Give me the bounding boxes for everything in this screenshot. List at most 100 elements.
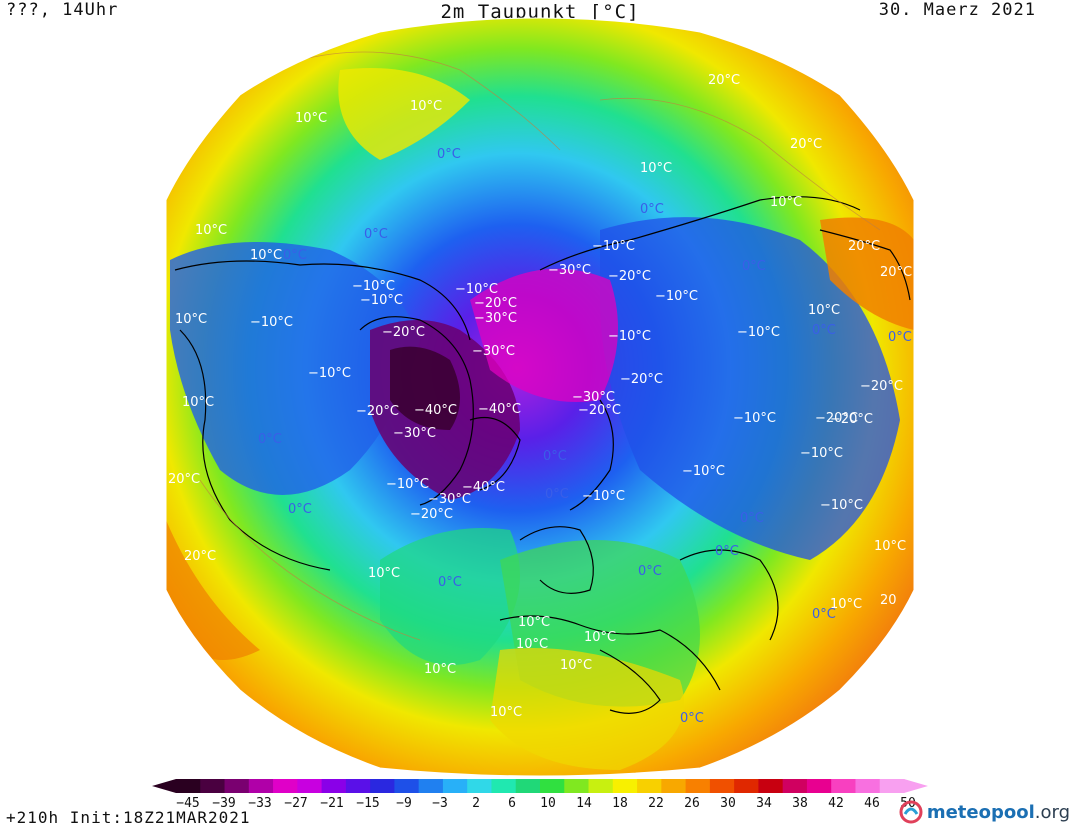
legend-tick-label: −3: [432, 796, 448, 811]
legend-tick-label: −39: [212, 796, 236, 811]
legend-cell: [758, 779, 784, 793]
legend-cell: [782, 779, 808, 793]
contour-label: 10°C: [410, 99, 443, 114]
legend-tick-label: 42: [828, 796, 844, 811]
zero-contour-label: 0°C: [742, 259, 766, 274]
legend-cell: [370, 779, 395, 793]
zero-contour-label: 0°C: [258, 432, 282, 447]
contour-label: 10°C: [295, 111, 328, 126]
legend-cell: [564, 779, 590, 793]
contour-label: −10°C: [592, 239, 636, 254]
contour-label: 20: [880, 593, 897, 608]
meteopool-logo[interactable]: meteopool.org: [899, 800, 1070, 824]
logo-tld: .org: [1034, 801, 1070, 823]
zero-contour-label: 0°C: [545, 487, 569, 502]
contour-lines: [199, 51, 881, 641]
legend-tick-label: 34: [756, 796, 772, 811]
map-title: 2m Taupunkt [°C]: [440, 1, 640, 23]
legend-cell: [831, 779, 857, 793]
zero-contour-label: 0°C: [543, 449, 567, 464]
legend-cell: [176, 779, 201, 793]
legend-cell: [540, 779, 565, 793]
logo-main: meteopool: [926, 801, 1035, 823]
greenland-deep-core: [390, 346, 460, 430]
legend-tick-label: 22: [648, 796, 664, 811]
legend-tick-label: 2: [472, 796, 480, 811]
legend-cell: [612, 779, 638, 793]
run-time-label: ???, 14Uhr: [6, 0, 119, 20]
zero-contour-label: 0°C: [740, 511, 764, 526]
zero-contour-label: 0°C: [812, 607, 836, 622]
contour-label: −40°C: [478, 402, 522, 417]
contour-label: 10°C: [770, 195, 803, 210]
legend-cell: [467, 779, 493, 793]
siberia-blue: [600, 217, 900, 560]
contour-label: −10°C: [682, 464, 726, 479]
legend-tick-label: 26: [684, 796, 700, 811]
zero-contour-label: 0°C: [888, 330, 912, 345]
contour-label: −10°C: [455, 282, 499, 297]
zero-contour-label: 0°C: [364, 227, 388, 242]
contour-label: 10°C: [195, 223, 228, 238]
contour-label: −20°C: [578, 403, 622, 418]
contour-label: −10°C: [308, 366, 352, 381]
contour-label: −10°C: [250, 315, 294, 330]
zero-contour-label: 0°C: [438, 575, 462, 590]
map-border: [165, 17, 915, 777]
contour-label: 20°C: [848, 239, 881, 254]
india-orange: [820, 217, 914, 330]
legend-cell: [709, 779, 735, 793]
legend-tick-label: 10: [540, 796, 556, 811]
contour-label: −20°C: [356, 404, 400, 419]
contour-label: −10°C: [608, 329, 652, 344]
map-field: [166, 18, 914, 776]
legend-tick-label: 46: [864, 796, 880, 811]
legend-arrow-high: [904, 779, 928, 793]
legend-cell: [661, 779, 687, 793]
meteopool-logo-icon: [899, 800, 923, 824]
legend-tick-label: −27: [284, 796, 308, 811]
zero-contour-label: 0°C: [437, 147, 461, 162]
contour-label: −30°C: [428, 492, 472, 507]
contour-label: 20°C: [184, 549, 217, 564]
legend-cell: [879, 779, 905, 793]
contour-label: −10°C: [386, 477, 430, 492]
contour-label: −40°C: [462, 480, 506, 495]
legend-tick-label: 14: [576, 796, 592, 811]
contour-label: 20°C: [168, 472, 201, 487]
legend-tick-label: −33: [248, 796, 272, 811]
contour-label: −10°C: [733, 411, 777, 426]
legend-tick-label: 30: [720, 796, 736, 811]
legend-cell: [273, 779, 298, 793]
legend-cell: [248, 779, 274, 793]
contour-label: 10°C: [368, 566, 401, 581]
contour-label: −20°C: [620, 372, 664, 387]
atlantic-green: [380, 528, 520, 665]
legend-tick-label: 38: [792, 796, 808, 811]
contour-label: −30°C: [393, 426, 437, 441]
contour-label: −20°C: [815, 411, 859, 426]
contour-label: −30°C: [472, 344, 516, 359]
legend-tick-label: −21: [320, 796, 344, 811]
legend-cell: [637, 779, 662, 793]
pacific-orange: [166, 520, 260, 660]
contour-label: −10°C: [352, 279, 396, 294]
coastlines: [174, 196, 911, 714]
arctic-magenta: [470, 268, 618, 402]
contour-label: 20°C: [708, 73, 741, 88]
africa-yellow: [490, 648, 684, 770]
contour-label: −10°C: [800, 446, 844, 461]
legend-cell: [321, 779, 347, 793]
contour-label: 10°C: [518, 615, 551, 630]
contour-label: 10°C: [175, 312, 208, 327]
contour-label: −10°C: [655, 289, 699, 304]
zero-contour-label: 0°C: [715, 544, 739, 559]
legend-cell: [418, 779, 444, 793]
legend-cell: [224, 779, 250, 793]
legend-cell: [394, 779, 420, 793]
zero-contour-label: 0°C: [638, 564, 662, 579]
contour-label: 10°C: [250, 248, 283, 263]
contour-label: 10°C: [808, 303, 841, 318]
contour-label: −20°C: [474, 296, 518, 311]
